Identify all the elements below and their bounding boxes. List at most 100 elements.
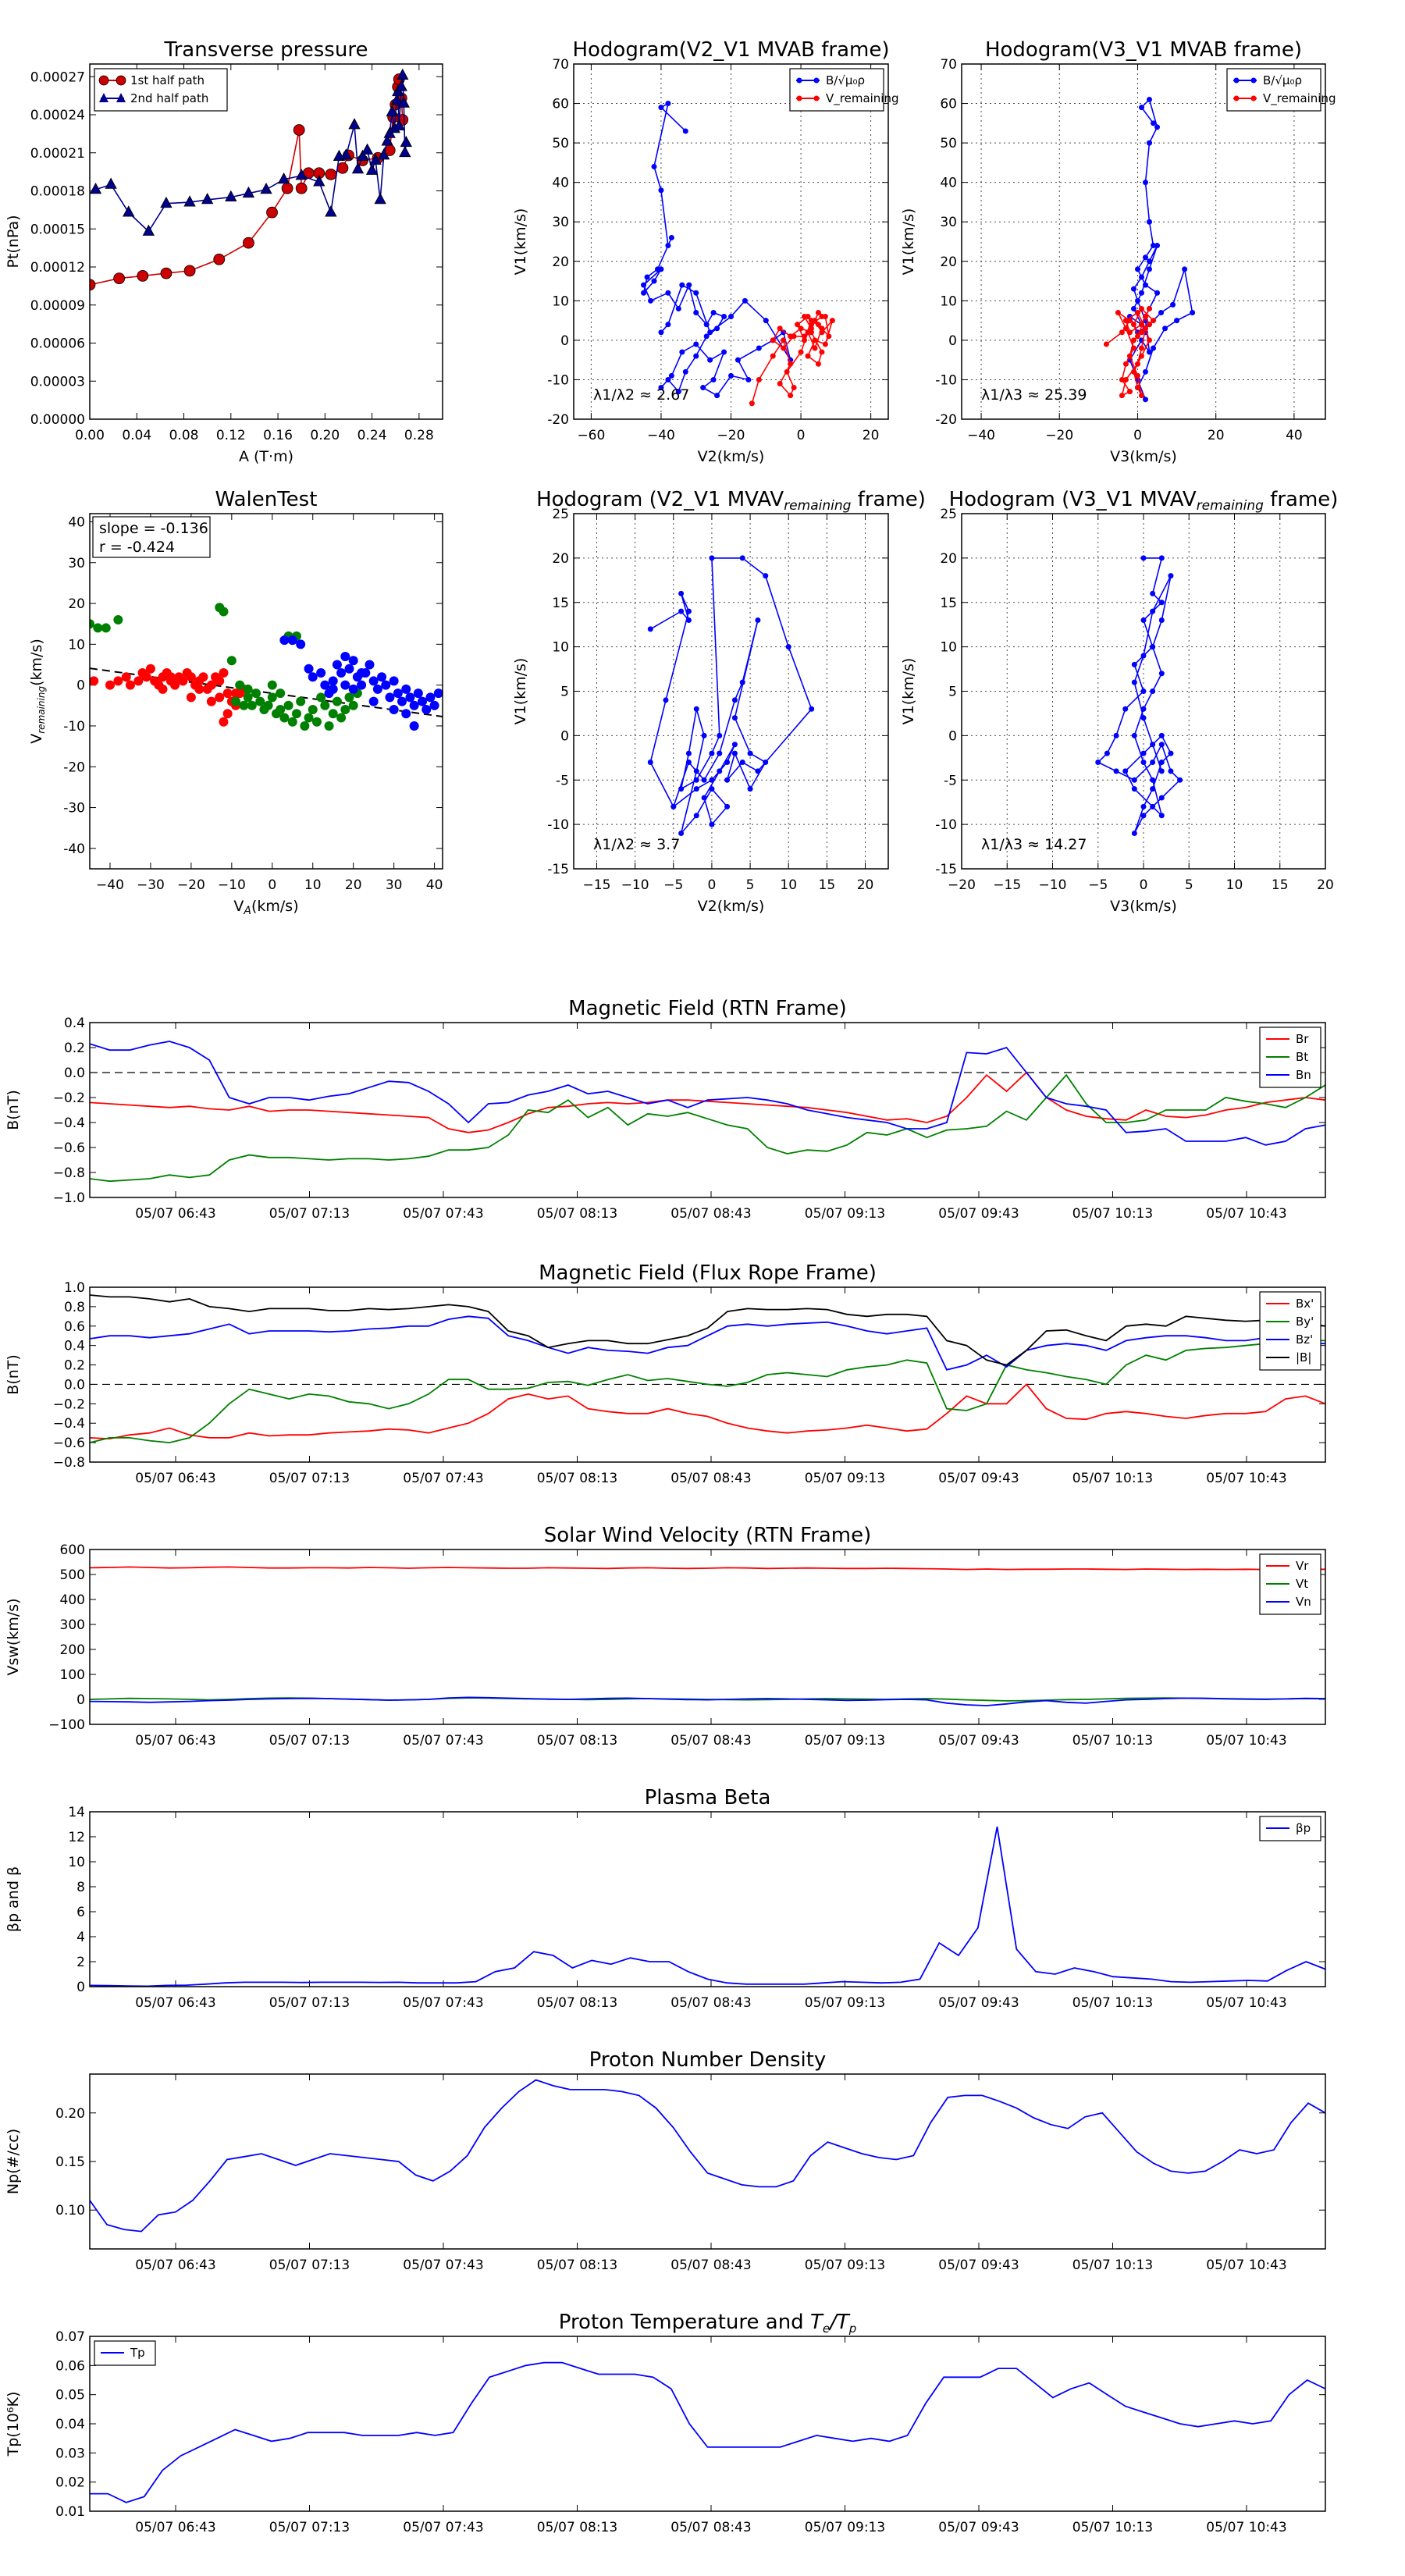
x-tick-label: 05/07 07:43 xyxy=(403,2520,483,2535)
y-tick-label: -30 xyxy=(63,801,85,817)
data-point xyxy=(393,688,403,699)
data-point xyxy=(1134,361,1140,367)
data-point xyxy=(1134,333,1140,340)
data-point xyxy=(812,345,818,351)
series-np-line xyxy=(90,2079,1325,2233)
legend: Bx' By' Bz' |B| xyxy=(1259,1291,1321,1371)
data-point xyxy=(665,290,671,296)
y-axis-label: Tp(10⁶K) xyxy=(5,2392,22,2457)
data-point xyxy=(668,372,674,379)
y-axis-label: V1(km/s) xyxy=(512,658,529,725)
data-point xyxy=(735,357,741,363)
data-point xyxy=(368,696,379,706)
data-point xyxy=(1147,337,1153,343)
data-point xyxy=(121,672,131,682)
plot-area xyxy=(90,1566,1325,1706)
data-point xyxy=(295,182,308,194)
axes-frame xyxy=(89,63,443,420)
data-point xyxy=(668,234,674,240)
data-point xyxy=(665,101,671,107)
data-point xyxy=(251,688,261,699)
legend-box xyxy=(789,68,884,112)
x-tick-label: 05/07 08:43 xyxy=(670,1995,751,2011)
data-point xyxy=(1158,600,1165,606)
data-point xyxy=(316,692,326,703)
y-tick-label: 0.15 xyxy=(55,2154,85,2170)
legend-marker xyxy=(116,93,126,102)
data-point xyxy=(1126,353,1133,359)
y-axis-label: Np(#/cc) xyxy=(5,2129,22,2194)
data-point xyxy=(325,168,337,180)
data-point xyxy=(1150,777,1156,783)
legend-marker xyxy=(1250,95,1257,101)
chart-title: Hodogram(V2_V1 MVAB frame) xyxy=(572,38,889,62)
data-point xyxy=(710,376,717,382)
data-point xyxy=(763,573,769,579)
x-tick-label: 05/07 07:13 xyxy=(269,1471,350,1486)
y-tick-label: 0.07 xyxy=(55,2329,85,2345)
y-tick-label: 0.01 xyxy=(55,2504,85,2520)
data-point xyxy=(206,680,216,690)
y-tick-label: 0 xyxy=(948,728,957,744)
data-point xyxy=(1131,831,1137,836)
x-axis-label: A (T·m) xyxy=(239,448,293,465)
y-tick-label: 600 xyxy=(60,1542,85,1558)
data-point xyxy=(170,680,180,690)
data-point xyxy=(747,786,753,792)
y-axis-label: Pt(nPa) xyxy=(5,215,22,268)
y-axis-label: V1(km/s) xyxy=(900,208,917,276)
x-tick-label: 0 xyxy=(708,877,717,893)
data-point xyxy=(675,305,681,311)
chart-hr31: -15 -10 -5 0 5 10 15 20 25 −20 −15 −10 −5 0 5 10 15 20 Hod… xyxy=(900,488,1338,915)
data-point xyxy=(1126,329,1133,336)
data-point xyxy=(332,660,342,670)
data-point xyxy=(1174,318,1180,324)
data-point xyxy=(739,555,745,561)
x-tick-label: 05/07 09:43 xyxy=(938,2258,1019,2273)
data-point xyxy=(381,680,391,690)
data-point xyxy=(693,353,699,359)
data-point xyxy=(721,314,727,320)
legend-marker xyxy=(813,77,820,84)
y-tick-label: 4 xyxy=(76,1930,85,1945)
data-point xyxy=(781,337,787,343)
title-sub: e xyxy=(823,2322,830,2336)
plot-area xyxy=(90,2361,1325,2503)
y-tick-label: 0.00003 xyxy=(30,374,85,390)
data-point xyxy=(1126,389,1133,395)
data-point xyxy=(386,105,398,117)
data-point xyxy=(186,672,196,682)
x-tick-label: 15 xyxy=(1272,877,1289,893)
x-tick-label: −40 xyxy=(967,428,995,443)
legend: Tp xyxy=(94,2340,156,2366)
data-point xyxy=(266,206,278,219)
x-tick-label: −60 xyxy=(577,428,605,443)
y-tick-label: −0.2 xyxy=(53,1397,85,1412)
axes-frame xyxy=(961,513,1326,870)
data-point xyxy=(336,713,347,723)
data-point xyxy=(742,297,748,304)
data-point xyxy=(422,705,432,715)
data-point xyxy=(418,696,428,706)
xlabel-rest: (km/s) xyxy=(251,898,299,915)
data-point xyxy=(1150,803,1156,809)
data-point xyxy=(1168,750,1174,756)
data-point xyxy=(1168,573,1174,579)
y-tick-label: -15 xyxy=(547,862,569,877)
data-point xyxy=(1154,290,1161,296)
data-point xyxy=(641,290,647,296)
data-point xyxy=(1130,345,1136,351)
x-tick-label: −5 xyxy=(1088,877,1108,893)
data-point xyxy=(357,680,367,690)
data-point xyxy=(186,692,196,703)
y-tick-label: -10 xyxy=(547,372,569,388)
y-axis-label: Vsw(km/s) xyxy=(5,1598,22,1675)
y-tick-label: −0.4 xyxy=(53,1115,85,1131)
data-point xyxy=(1143,368,1149,375)
data-point xyxy=(1130,305,1136,311)
y-tick-label: 5 xyxy=(948,685,957,700)
data-point xyxy=(701,732,707,738)
x-tick-label: 20 xyxy=(863,428,880,443)
data-point xyxy=(791,333,797,340)
x-tick-label: 05/07 08:13 xyxy=(537,1471,617,1486)
